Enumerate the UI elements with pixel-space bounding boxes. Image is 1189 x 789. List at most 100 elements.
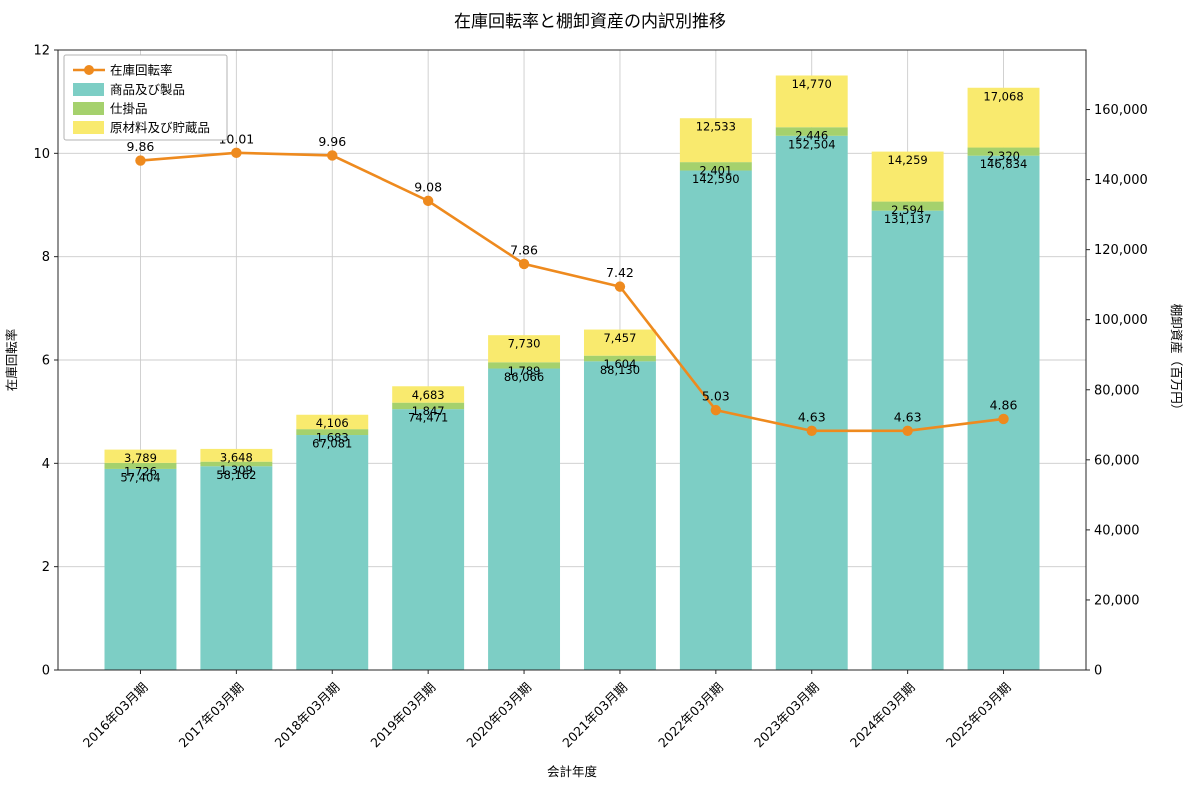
legend-box: [63, 54, 228, 141]
bar-value-label: 58,162: [216, 468, 256, 482]
bar-segment: [775, 75, 848, 128]
x-tick-label: 2023年03月期: [751, 680, 822, 751]
right-tick-label: 40,000: [1094, 523, 1140, 538]
line-marker: [327, 150, 338, 161]
right-tick-label: 0: [1094, 664, 1102, 679]
legend-item-products: 商品及び製品: [73, 82, 185, 97]
line-marker: [710, 404, 722, 416]
bar-segment: [296, 414, 369, 430]
bar-value-label: 142,590: [692, 172, 740, 186]
line-value-label: 9.96: [318, 134, 346, 149]
bar-segment: [488, 368, 561, 670]
bar-segment: [775, 127, 848, 136]
bar-value-label: 2,401: [699, 164, 732, 178]
right-tick-label: 120,000: [1094, 243, 1148, 258]
bar-value-label: 1,726: [124, 464, 157, 478]
bar-label-layer: 57,4041,7263,78958,1621,3093,64867,0811,…: [120, 77, 1027, 484]
bar-segment: [679, 162, 752, 171]
line-value-label: 9.86: [127, 139, 155, 154]
bar-segment: [967, 155, 1040, 671]
x-tick-label: 2018年03月期: [272, 680, 343, 751]
bar-segment: [967, 147, 1040, 156]
chart-title: 在庫回転率と棚卸資産の内訳別推移: [454, 12, 726, 32]
bar-value-label: 67,081: [312, 437, 352, 451]
x-tick-label: 2016年03月期: [80, 680, 151, 751]
line-marker: [998, 413, 1009, 425]
bar-value-label: 7,457: [603, 331, 636, 345]
left-tick-label: 12: [33, 44, 50, 59]
bar-value-label: 2,594: [891, 203, 924, 217]
bar-value-label: 86,066: [504, 370, 544, 384]
bar-segment: [775, 135, 848, 671]
line-marker: [902, 425, 913, 436]
bar-segment: [104, 468, 177, 670]
bar-segment: [392, 409, 465, 670]
right-tick-label: 160,000: [1094, 103, 1148, 118]
x-tick-label: 2017年03月期: [176, 680, 247, 751]
x-axis-label: 会計年度: [547, 764, 598, 779]
bar-segment: [296, 429, 369, 436]
bar-value-label: 1,309: [220, 463, 253, 477]
bar-value-label: 2,320: [987, 149, 1020, 163]
legend: 在庫回転率 商品及び製品 仕掛品 原材料及び貯蔵品: [63, 54, 228, 141]
bar-segment: [296, 435, 369, 670]
x-tick-label: 2022年03月期: [655, 680, 726, 751]
line-marker: [806, 425, 817, 436]
line-value-label: 7.42: [606, 265, 634, 280]
bar-value-label: 2,446: [795, 129, 828, 143]
bar-value-label: 14,259: [888, 153, 928, 167]
bar-segment: [871, 210, 944, 670]
left-tick-label: 2: [42, 560, 50, 575]
line-value-label: 4.63: [894, 409, 922, 424]
bar-segment: [488, 362, 561, 369]
bar-segment: [871, 201, 944, 211]
x-tick-label: 2024年03月期: [847, 680, 918, 751]
bar-segment: [679, 118, 752, 163]
bar-segment: [200, 461, 273, 467]
bar-value-label: 1,847: [412, 404, 445, 418]
bar-value-label: 1,604: [603, 357, 636, 371]
bar-value-label: 17,068: [983, 89, 1023, 103]
line-value-label: 4.86: [990, 397, 1018, 412]
line-marker: [231, 147, 242, 159]
bar-value-label: 14,770: [792, 77, 832, 91]
bar-segment: [488, 335, 561, 363]
line-marker: [135, 155, 146, 166]
legend-label-products: 商品及び製品: [110, 82, 185, 97]
right-tick-label: 60,000: [1094, 453, 1140, 468]
bar-value-label: 3,789: [124, 451, 157, 465]
bar-value-label: 131,137: [884, 212, 932, 226]
bar-segment: [583, 329, 656, 356]
legend-swatch-materials: [73, 121, 104, 134]
bar-segment: [871, 151, 944, 202]
bar-segment: [583, 355, 656, 362]
line-value-label: 5.03: [702, 389, 730, 404]
legend-label-materials: 原材料及び貯蔵品: [110, 120, 210, 135]
y-axis-label-left: 在庫回転率: [4, 329, 19, 392]
legend-item-wip: 仕掛品: [73, 101, 148, 116]
legend-label-wip: 仕掛品: [110, 101, 148, 116]
left-tick-label: 10: [33, 147, 50, 162]
left-tick-label: 4: [42, 457, 50, 472]
bar-segment: [200, 466, 273, 670]
bar-segment: [967, 87, 1040, 148]
line-value-label: 7.86: [510, 242, 538, 257]
bar-segment: [679, 170, 752, 670]
bar-segment: [104, 462, 177, 469]
legend-label-turnover: 在庫回転率: [110, 63, 173, 78]
y-axis-label-right: 棚卸資産（百万円）: [1169, 304, 1184, 417]
bar-value-label: 152,504: [788, 137, 836, 151]
bar-value-label: 1,789: [508, 364, 541, 378]
bar-segment: [200, 448, 273, 462]
bar-value-label: 146,834: [980, 157, 1028, 171]
line-marker: [518, 258, 530, 270]
bar-segment: [583, 361, 656, 670]
bar-value-label: 74,471: [408, 411, 448, 425]
bar-value-label: 12,533: [696, 120, 736, 134]
x-tick-label: 2025年03月期: [943, 680, 1014, 751]
legend-item-turnover: 在庫回転率: [73, 63, 173, 78]
bar-value-label: 4,106: [316, 416, 349, 430]
bar-value-label: 57,404: [120, 470, 160, 484]
